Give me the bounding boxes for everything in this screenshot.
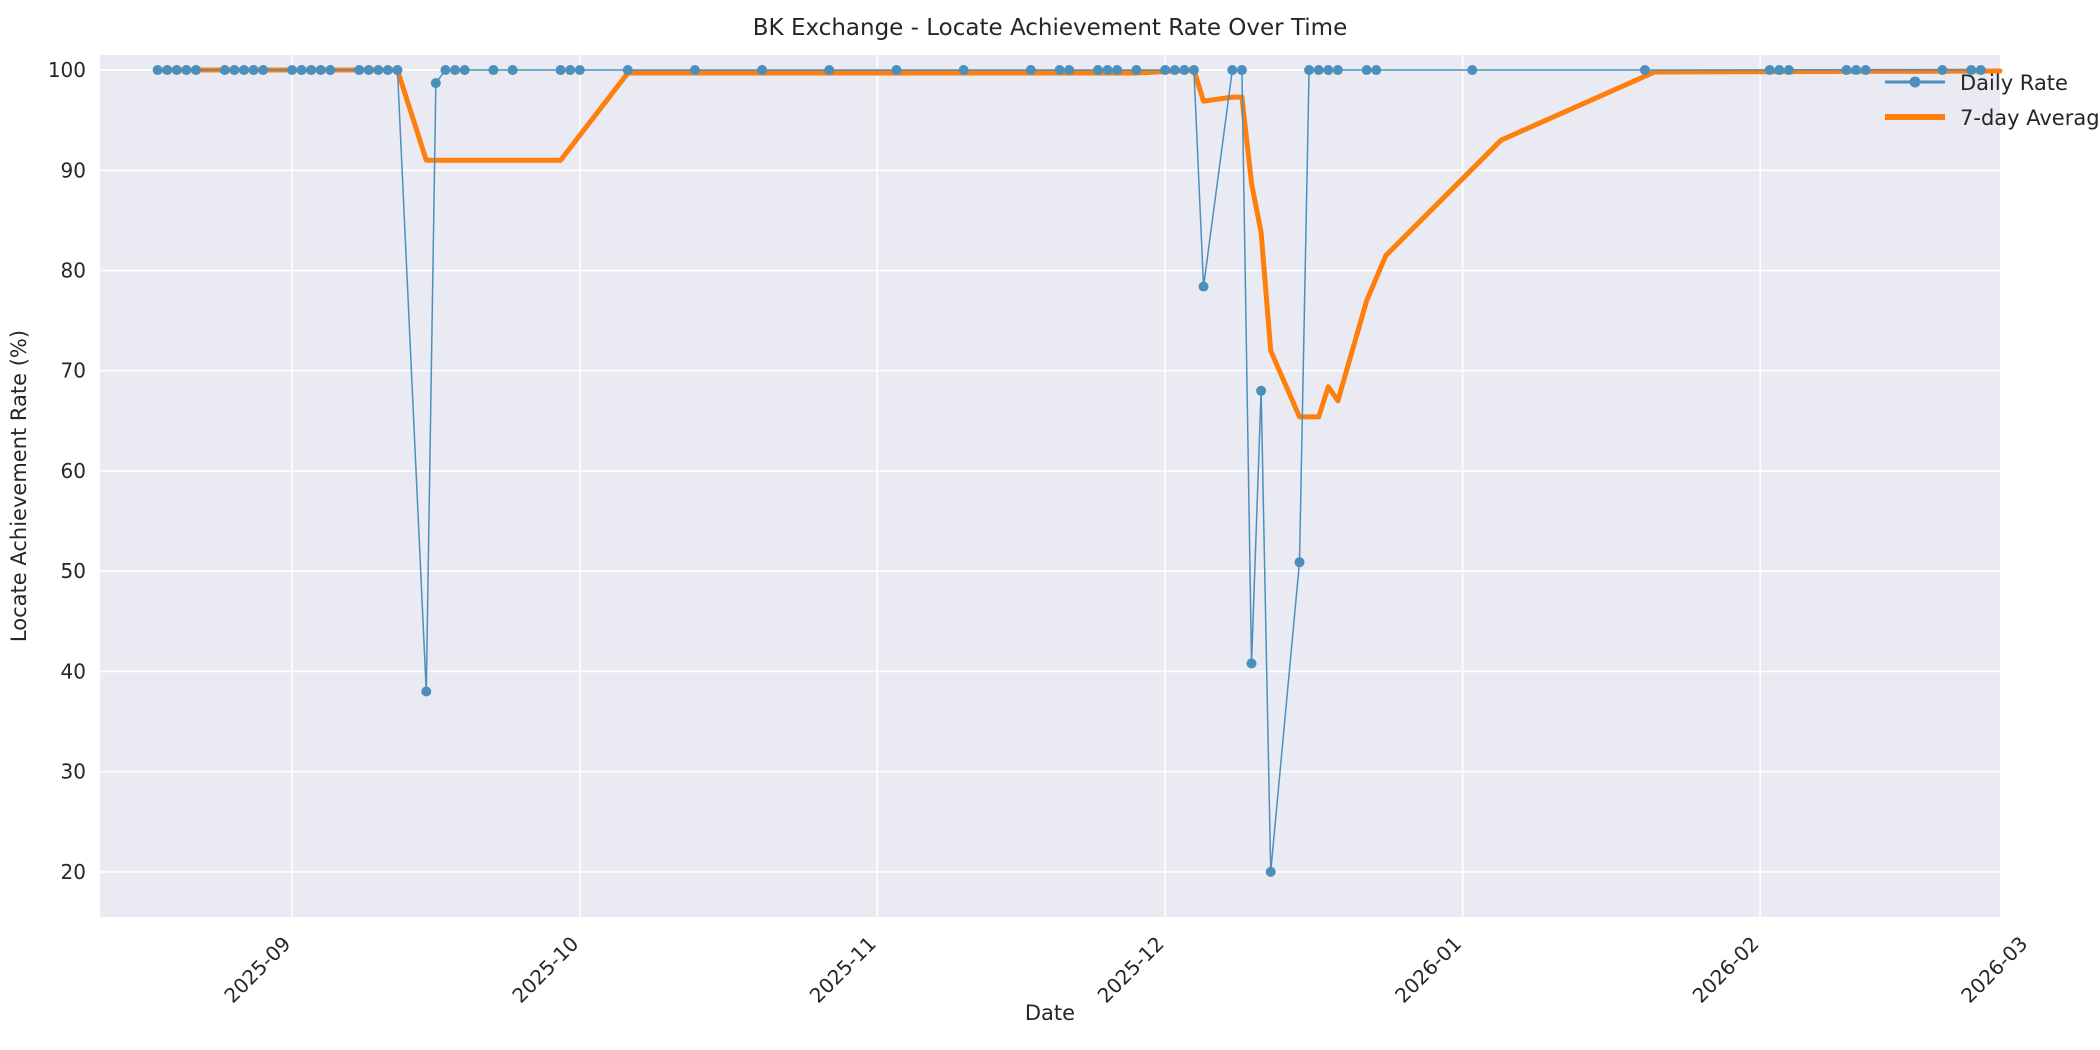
data-point-marker	[1639, 65, 1650, 76]
data-point-marker	[1774, 65, 1785, 76]
legend-label-daily-rate: Daily Rate	[1960, 71, 2068, 95]
y-tick-label: 100	[48, 58, 86, 82]
data-point-marker	[171, 65, 182, 76]
data-point-marker	[286, 65, 297, 76]
data-point-marker	[450, 65, 461, 76]
data-point-marker	[229, 65, 240, 76]
data-point-marker	[1332, 65, 1343, 76]
data-point-marker	[325, 65, 336, 76]
data-point-marker	[258, 65, 269, 76]
data-point-marker	[1169, 65, 1180, 76]
data-point-marker	[1188, 65, 1199, 76]
data-point-marker	[1371, 65, 1382, 76]
data-point-marker	[1467, 65, 1478, 76]
data-point-marker	[757, 65, 768, 76]
y-axis-tick-labels: 100 90 80 70 60 50 40 30 20	[48, 58, 86, 884]
data-point-marker	[1966, 65, 1977, 76]
data-point-marker	[1236, 65, 1247, 76]
data-point-marker	[958, 65, 969, 76]
y-tick-label: 20	[61, 860, 86, 884]
data-point-marker	[238, 65, 249, 76]
data-point-marker	[459, 65, 470, 76]
data-point-marker	[1304, 65, 1315, 76]
data-point-marker	[1975, 65, 1986, 76]
data-point-marker	[1764, 65, 1775, 76]
data-point-marker	[162, 65, 173, 76]
data-point-marker	[373, 65, 384, 76]
data-point-marker	[1198, 281, 1209, 292]
legend-label-seven-day-average: 7-day Average	[1960, 106, 2100, 130]
data-point-marker	[689, 65, 700, 76]
data-point-marker	[248, 65, 259, 76]
data-point-marker	[354, 65, 365, 76]
data-series-layer	[152, 65, 2003, 877]
legend-marker-daily-rate	[1909, 76, 1921, 88]
grid-lines	[100, 55, 2030, 917]
data-point-marker	[622, 65, 633, 76]
data-point-marker	[1179, 65, 1190, 76]
data-point-marker	[1102, 65, 1113, 76]
data-point-marker	[1160, 65, 1171, 76]
plot-area-background	[100, 55, 2000, 917]
data-point-marker	[152, 65, 163, 76]
y-tick-label: 30	[61, 760, 86, 784]
data-point-marker	[1256, 385, 1267, 396]
data-point-marker	[430, 78, 441, 89]
y-tick-label: 90	[61, 158, 86, 182]
chart-legend[interactable]: Daily Rate 7-day Average	[1885, 71, 2100, 130]
data-point-marker	[382, 65, 393, 76]
data-point-marker	[555, 65, 566, 76]
y-tick-label: 40	[61, 659, 86, 683]
data-point-marker	[1227, 65, 1238, 76]
y-tick-label: 60	[61, 459, 86, 483]
data-point-marker	[392, 65, 403, 76]
data-point-marker	[891, 65, 902, 76]
data-point-marker	[488, 65, 499, 76]
series-line	[155, 67, 2003, 420]
data-point-marker	[1064, 65, 1075, 76]
data-point-marker	[190, 65, 201, 76]
data-point-marker	[1860, 65, 1871, 76]
data-point-marker	[181, 65, 192, 76]
data-point-marker	[1131, 65, 1142, 76]
data-point-marker	[219, 65, 230, 76]
chart-title: BK Exchange - Locate Achievement Rate Ov…	[753, 15, 1347, 41]
data-point-marker	[1937, 65, 1948, 76]
data-point-marker	[1323, 65, 1334, 76]
data-point-marker	[1025, 65, 1036, 76]
data-point-marker	[1265, 866, 1276, 877]
data-point-marker	[1092, 65, 1103, 76]
series-daily-rate	[152, 65, 1986, 877]
x-axis-title: Date	[1025, 1001, 1075, 1025]
y-axis-title: Locate Achievement Rate (%)	[7, 330, 31, 642]
data-point-marker	[1313, 65, 1324, 76]
data-point-marker	[824, 65, 835, 76]
data-point-marker	[421, 686, 432, 697]
data-point-marker	[1783, 65, 1794, 76]
data-point-marker	[1361, 65, 1372, 76]
data-point-marker	[440, 65, 451, 76]
data-point-marker	[1112, 65, 1123, 76]
data-point-marker	[574, 65, 585, 76]
data-point-marker	[296, 65, 307, 76]
data-point-marker	[1054, 65, 1065, 76]
y-tick-label: 80	[61, 259, 86, 283]
data-point-marker	[363, 65, 374, 76]
data-point-marker	[1294, 557, 1305, 568]
y-tick-label: 50	[61, 559, 86, 583]
y-tick-label: 70	[61, 359, 86, 383]
series-7-day-average	[155, 67, 2003, 420]
data-point-marker	[565, 65, 576, 76]
data-point-marker	[1851, 65, 1862, 76]
data-point-marker	[306, 65, 317, 76]
data-point-marker	[1841, 65, 1852, 76]
data-point-marker	[507, 65, 518, 76]
data-point-marker	[315, 65, 326, 76]
data-point-marker	[1246, 658, 1257, 669]
